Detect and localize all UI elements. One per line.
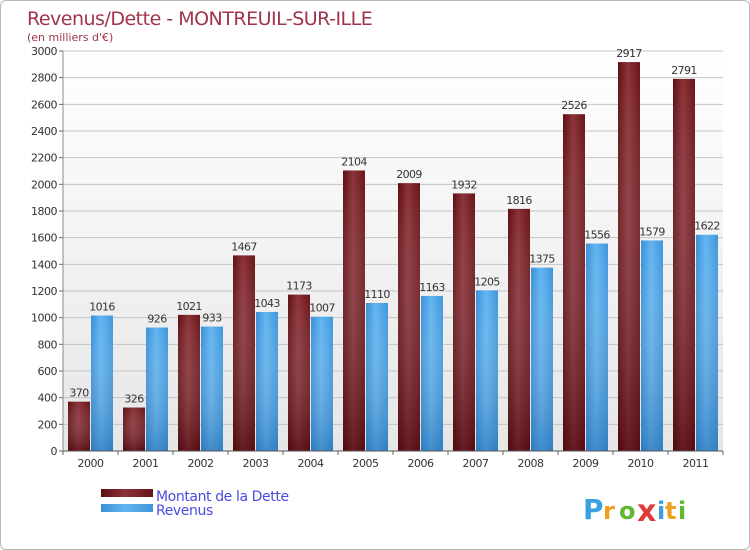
y-axis-ticks: 0 200 400 600 800 1000 1200 1400 1600 1800 2000 220… bbox=[31, 45, 63, 458]
logo-letter: r bbox=[603, 497, 615, 525]
logo-letter: P bbox=[583, 493, 604, 526]
data-label: 1173 bbox=[286, 280, 312, 293]
y-tick-label: 1000 bbox=[31, 312, 57, 325]
bar-debt-shade bbox=[398, 183, 420, 451]
bar-debt-shade bbox=[563, 114, 585, 451]
y-tick-label: 1200 bbox=[31, 285, 57, 298]
data-label: 1579 bbox=[639, 225, 665, 238]
x-tick-label: 2007 bbox=[463, 457, 489, 470]
bar-debt-shade bbox=[508, 208, 530, 451]
legend-label-debt: Montant de la Dette bbox=[156, 489, 289, 505]
bar-debt-shade bbox=[453, 193, 475, 451]
data-label: 2791 bbox=[671, 64, 697, 77]
y-tick-label: 800 bbox=[38, 338, 58, 351]
data-label: 1205 bbox=[474, 275, 500, 288]
data-label: 2104 bbox=[341, 155, 367, 168]
y-tick-label: 2800 bbox=[31, 72, 57, 85]
data-label: 1816 bbox=[506, 194, 532, 207]
bar-revenue-shade bbox=[311, 316, 333, 451]
bar-debt-shade bbox=[288, 294, 310, 451]
x-tick-label: 2005 bbox=[353, 457, 379, 470]
y-tick-label: 1400 bbox=[31, 258, 57, 271]
y-tick-label: 600 bbox=[38, 365, 58, 378]
chart-title: Revenus/Dette - MONTREUIL-SUR-ILLE bbox=[27, 8, 372, 30]
x-tick-label: 2002 bbox=[188, 457, 214, 470]
bar-revenue-shade bbox=[586, 243, 608, 451]
data-label: 933 bbox=[202, 312, 222, 325]
data-label: 2917 bbox=[616, 47, 642, 60]
y-tick-label: 2200 bbox=[31, 152, 57, 165]
bar-revenue-shade bbox=[531, 267, 553, 451]
bar-revenue-shade bbox=[91, 315, 113, 451]
logo-letter: o bbox=[619, 497, 636, 525]
data-label: 926 bbox=[147, 313, 167, 326]
data-label: 1375 bbox=[529, 253, 555, 266]
bar-revenue-shade bbox=[641, 240, 663, 451]
bar-debt-shade bbox=[233, 255, 255, 451]
x-axis-ticks: 2000 2001 2002 2003 2004 2005 2006 2007 2008 2009… bbox=[62, 451, 724, 470]
y-tick-label: 2600 bbox=[31, 98, 57, 111]
data-label: 370 bbox=[69, 387, 89, 400]
data-label: 1556 bbox=[584, 229, 610, 242]
data-label: 2526 bbox=[561, 99, 587, 112]
y-tick-label: 1800 bbox=[31, 205, 57, 218]
x-tick-label: 2001 bbox=[133, 457, 159, 470]
bar-revenue-shade bbox=[696, 234, 718, 451]
chart-subtitle: (en milliers d'€) bbox=[27, 31, 113, 44]
x-tick-label: 2000 bbox=[78, 457, 104, 470]
bar-revenue-shade bbox=[421, 295, 443, 451]
bar-revenue-shade bbox=[256, 311, 278, 451]
x-tick-label: 2010 bbox=[628, 457, 654, 470]
bar-revenue-shade bbox=[146, 327, 168, 451]
plot-area bbox=[63, 51, 723, 451]
logo-letter: x bbox=[637, 494, 656, 529]
bar-debt-shade bbox=[673, 78, 695, 451]
data-label: 1021 bbox=[176, 300, 202, 313]
data-label: 1007 bbox=[309, 302, 335, 315]
logo-letter: i bbox=[678, 497, 686, 525]
data-label: 1622 bbox=[694, 220, 720, 233]
data-label: 326 bbox=[124, 393, 144, 406]
proxiti-logo: P r o x i t i bbox=[583, 493, 686, 529]
data-label: 1043 bbox=[254, 297, 280, 310]
x-tick-label: 2008 bbox=[518, 457, 544, 470]
bar-debt-shade bbox=[343, 170, 365, 451]
y-tick-label: 2000 bbox=[31, 178, 57, 191]
x-tick-label: 2003 bbox=[243, 457, 269, 470]
gridlines bbox=[63, 50, 723, 425]
legend-label-revenue: Revenus bbox=[156, 503, 213, 519]
data-label: 1110 bbox=[364, 288, 390, 301]
bar-revenue-shade bbox=[201, 326, 223, 451]
data-label: 2009 bbox=[396, 168, 422, 181]
logo-letter: i bbox=[657, 497, 665, 525]
x-tick-label: 2004 bbox=[298, 457, 324, 470]
bar-debt-shade bbox=[618, 62, 640, 452]
y-tick-label: 3000 bbox=[31, 45, 57, 58]
bar-revenue-shade bbox=[366, 303, 388, 451]
data-label: 1163 bbox=[419, 281, 445, 294]
legend-swatch-revenue bbox=[101, 504, 153, 512]
legend: Montant de la Dette Revenus bbox=[101, 489, 289, 519]
data-label: 1467 bbox=[231, 240, 257, 253]
x-tick-label: 2006 bbox=[408, 457, 434, 470]
logo-letter: t bbox=[665, 497, 676, 525]
y-tick-label: 200 bbox=[38, 418, 58, 431]
legend-swatch-debt bbox=[101, 489, 153, 497]
data-label: 1932 bbox=[451, 178, 477, 191]
x-tick-label: 2009 bbox=[573, 457, 599, 470]
y-tick-label: 2400 bbox=[31, 125, 57, 138]
bar-revenue-shade bbox=[476, 290, 498, 451]
y-tick-label: 1600 bbox=[31, 232, 57, 245]
bars bbox=[68, 62, 718, 452]
data-label: 1016 bbox=[89, 301, 115, 314]
bar-debt-shade bbox=[123, 407, 145, 451]
bar-debt-shade bbox=[178, 314, 200, 451]
y-tick-label: 400 bbox=[38, 392, 58, 405]
bar-debt-shade bbox=[68, 401, 90, 451]
y-tick-label: 0 bbox=[51, 445, 58, 458]
x-tick-label: 2011 bbox=[683, 457, 709, 470]
